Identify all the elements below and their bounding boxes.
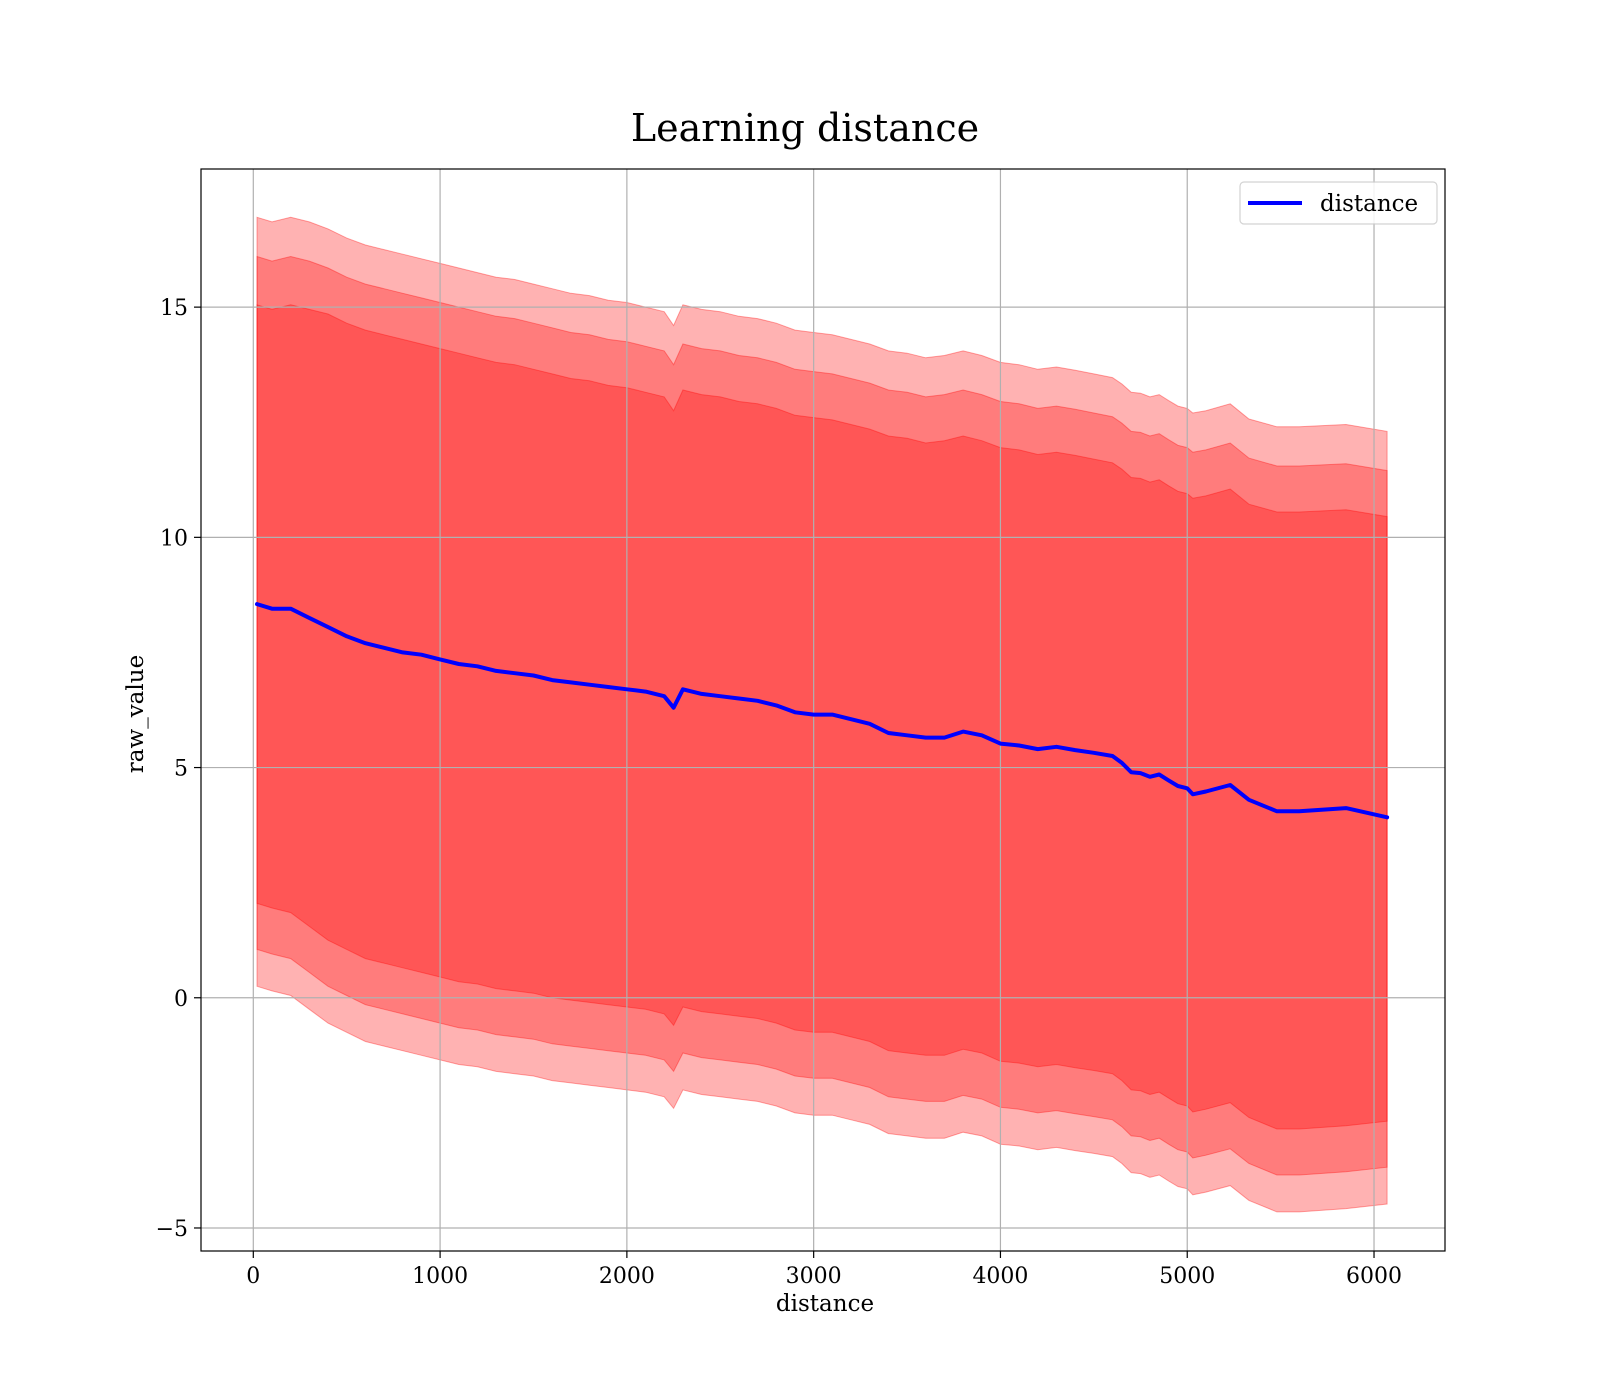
legend-label-distance: distance <box>1320 191 1418 217</box>
y-axis-label: raw_value <box>123 655 149 773</box>
chart-title: Learning distance <box>631 106 979 150</box>
x-tick-label: 5000 <box>1159 1264 1215 1289</box>
y-tick-label: 10 <box>160 526 188 551</box>
plot-area <box>200 168 1446 1252</box>
legend-box <box>1239 181 1438 225</box>
x-tick-label: 6000 <box>1346 1264 1402 1289</box>
ticks-layer: 0 1000 2000 3000 4000 5000 6000 −5 0 5 10 15 <box>156 296 1402 1289</box>
legend: distance <box>1239 181 1438 225</box>
x-tick-label: 2000 <box>599 1264 655 1289</box>
x-tick-label: 4000 <box>972 1264 1028 1289</box>
y-tick-label: 5 <box>174 757 188 782</box>
x-axis-label: distance <box>776 1291 874 1317</box>
y-tick-label: 0 <box>174 987 188 1012</box>
x-tick-label: 3000 <box>786 1264 842 1289</box>
axes-frame <box>200 168 1446 1252</box>
x-tick-label: 0 <box>246 1264 260 1289</box>
x-tick-label: 1000 <box>412 1264 468 1289</box>
y-tick-label: 15 <box>160 296 188 321</box>
y-tick-label: −5 <box>156 1217 188 1242</box>
series-line-distance <box>255 602 1390 820</box>
band-sigma-1 <box>256 304 1388 1130</box>
